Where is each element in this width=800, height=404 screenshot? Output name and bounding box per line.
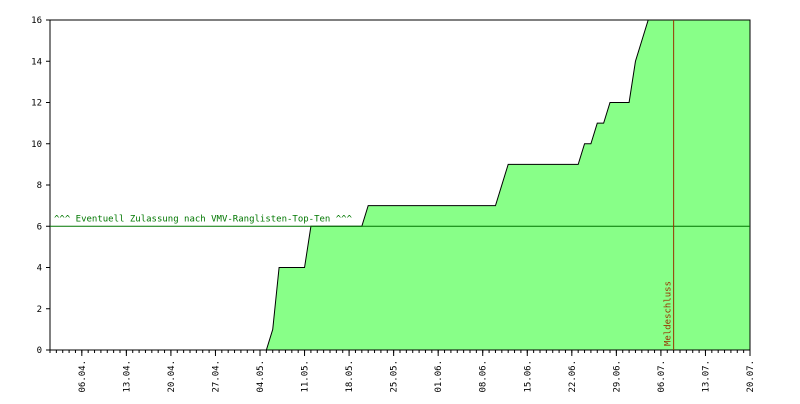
x-tick-label: 29.06.	[612, 360, 622, 393]
threshold-label: ^^^ Eventuell Zulassung nach VMV-Ranglis…	[54, 214, 353, 224]
x-tick-label: 06.04.	[78, 360, 88, 393]
x-tick-label: 13.07.	[701, 360, 711, 393]
deadline-label: Meldeschluss	[664, 281, 674, 346]
y-tick-label: 16	[31, 16, 42, 26]
y-tick-label: 12	[31, 99, 42, 109]
y-tick-label: 8	[37, 181, 42, 191]
x-tick-label: 15.06.	[523, 360, 533, 393]
x-tick-label: 18.05.	[345, 360, 355, 393]
y-tick-label: 14	[31, 57, 42, 67]
x-tick-label: 25.05.	[390, 360, 400, 393]
y-tick-label: 2	[37, 305, 42, 315]
y-tick-label: 6	[37, 222, 42, 232]
x-tick-label: 22.06.	[568, 360, 578, 393]
x-tick-label: 20.07.	[746, 360, 756, 393]
y-tick-label: 4	[37, 264, 42, 274]
plot-clip	[50, 20, 750, 350]
x-tick-label: 27.04.	[211, 360, 221, 393]
x-tick-label: 20.04.	[167, 360, 177, 393]
x-tick-label: 13.04.	[122, 360, 132, 393]
x-tick-label: 04.05.	[256, 360, 266, 393]
x-tick-label: 08.06.	[479, 360, 489, 393]
line	[50, 20, 750, 350]
y-tick-label: 10	[31, 140, 42, 150]
area	[50, 20, 750, 350]
x-tick-label: 01.06.	[434, 360, 444, 393]
y-tick-label: 0	[37, 346, 42, 356]
x-tick-label: 06.07.	[657, 360, 667, 393]
x-tick-label: 11.05.	[301, 360, 311, 393]
